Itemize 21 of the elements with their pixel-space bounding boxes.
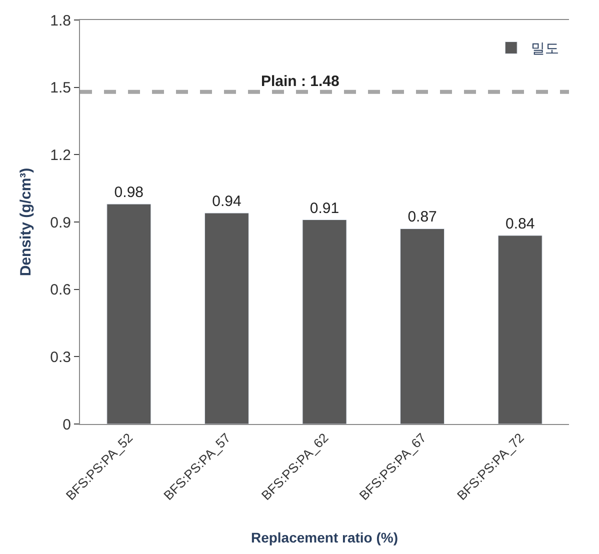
bar	[498, 235, 542, 424]
y-tick-label: 0.9	[50, 214, 71, 232]
bar	[106, 204, 152, 424]
bar	[204, 212, 249, 424]
legend-label: 밀도	[531, 40, 560, 56]
y-axis-title: Density (g/cm³)	[17, 168, 34, 276]
y-tick-label: 1.2	[50, 146, 71, 164]
x-axis-title: Replacement ratio (%)	[250, 529, 398, 546]
data-label: 0.94	[212, 193, 242, 210]
y-tick-label: 0.6	[50, 282, 71, 299]
data-label: 0.87	[408, 208, 437, 226]
bar	[400, 228, 445, 424]
ref-line-label: Plain : 1.48	[261, 73, 340, 90]
y-tick-label: 1.5	[50, 80, 71, 97]
data-label: 0.98	[114, 184, 144, 202]
y-tick-label: 0.3	[50, 348, 71, 366]
bar	[302, 220, 347, 424]
data-label: 0.84	[506, 215, 535, 232]
y-tick-label: 1.8	[50, 12, 71, 30]
y-tick-label: 0	[62, 416, 71, 434]
data-label: 0.91	[310, 200, 340, 217]
